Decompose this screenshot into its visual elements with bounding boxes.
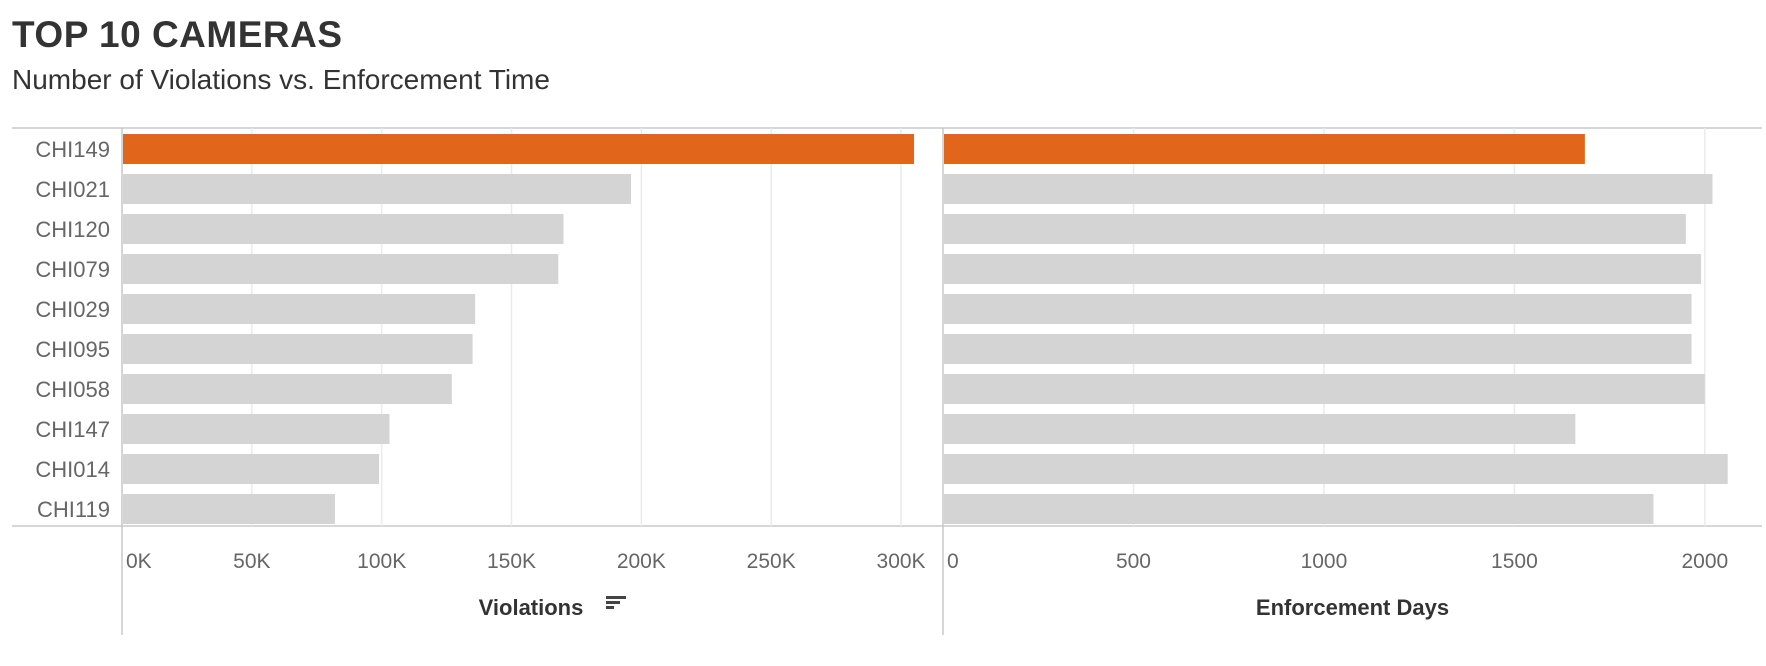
bar[interactable] [123, 494, 335, 524]
tick-label: 50K [233, 550, 270, 573]
axis-title: Enforcement Days [1256, 595, 1449, 620]
tick-label: 1000 [1301, 550, 1348, 573]
tick-label: 1500 [1491, 550, 1538, 573]
tick-label: 0 [947, 550, 959, 573]
category-label: CHI149 [35, 137, 110, 162]
bar[interactable] [123, 174, 631, 204]
bar[interactable] [944, 294, 1692, 324]
category-label: CHI079 [35, 257, 110, 282]
category-label: CHI021 [35, 177, 110, 202]
bar[interactable] [123, 214, 564, 244]
bar[interactable] [944, 174, 1713, 204]
category-label: CHI119 [37, 497, 110, 522]
bar[interactable] [123, 294, 476, 324]
category-label: CHI095 [35, 337, 110, 362]
bar[interactable] [944, 134, 1585, 164]
bar[interactable] [944, 214, 1686, 244]
tick-label: 250K [747, 550, 796, 573]
sort-descending-icon[interactable] [606, 596, 626, 609]
bar[interactable] [944, 374, 1705, 404]
bar[interactable] [944, 254, 1702, 284]
tick-label: 200K [617, 550, 666, 573]
category-label: CHI029 [35, 297, 110, 322]
axis-title: Violations [479, 595, 584, 620]
category-label: CHI147 [35, 417, 110, 442]
bar[interactable] [944, 494, 1654, 524]
tick-label: 0K [126, 550, 152, 573]
bar[interactable] [123, 334, 473, 364]
bar[interactable] [123, 454, 380, 484]
category-label: CHI058 [35, 377, 110, 402]
bar[interactable] [944, 454, 1728, 484]
bar[interactable] [123, 254, 559, 284]
bar[interactable] [944, 334, 1692, 364]
tick-label: 2000 [1682, 550, 1729, 573]
tick-label: 500 [1116, 550, 1151, 573]
chart-subtitle: Number of Violations vs. Enforcement Tim… [12, 64, 550, 95]
bar[interactable] [944, 414, 1576, 444]
category-label: CHI014 [35, 457, 110, 482]
chart-title: TOP 10 CAMERAS [12, 14, 343, 55]
bar[interactable] [123, 134, 915, 164]
tick-label: 150K [487, 550, 536, 573]
tick-label: 100K [357, 550, 406, 573]
bar[interactable] [123, 374, 452, 404]
bar[interactable] [123, 414, 390, 444]
category-label: CHI120 [35, 217, 110, 242]
tick-label: 300K [877, 550, 926, 573]
